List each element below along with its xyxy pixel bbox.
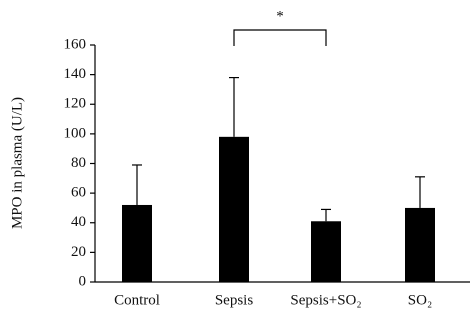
y-tick-label: 120 — [64, 96, 87, 112]
y-tick-label: 20 — [71, 244, 86, 260]
bar — [122, 204, 152, 282]
y-tick-label: 0 — [79, 273, 87, 289]
x-tick-label: Sepsis+SO₂ — [290, 292, 361, 308]
y-tick-label: 100 — [64, 125, 87, 141]
bar — [311, 221, 341, 282]
x-tick-label: Sepsis — [215, 292, 254, 308]
x-tick-label: SO₂ — [408, 292, 432, 308]
y-tick-label: 160 — [64, 36, 87, 52]
x-tick-label: Control — [114, 292, 160, 308]
significance-label: * — [276, 8, 284, 24]
bar — [219, 136, 249, 282]
y-tick-label: 40 — [71, 214, 86, 230]
bar — [405, 207, 435, 282]
y-tick-label: 60 — [71, 185, 86, 201]
y-tick-label: 80 — [71, 155, 86, 171]
y-tick-label: 140 — [64, 66, 87, 82]
y-axis-label: MPO in plasma (U/L) — [9, 97, 25, 229]
significance-bracket — [233, 29, 327, 46]
